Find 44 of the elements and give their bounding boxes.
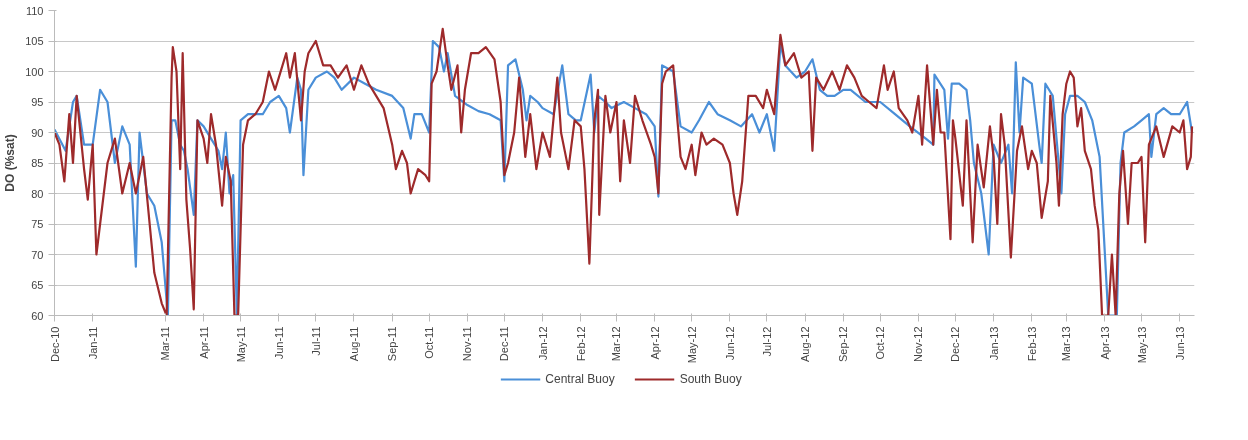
x-tick-label: Mar-11 [159,326,172,361]
x-tick-label: Aug-11 [347,326,360,362]
x-tick-label: Jan-11 [86,326,99,360]
x-tick-label: Oct-11 [423,326,436,359]
y-tick-label: 110 [25,4,44,17]
x-tick-label: May-11 [234,326,247,363]
y-tick-label: 60 [31,309,44,322]
y-tick-label: 105 [25,35,44,47]
x-tick-label: Apr-12 [648,326,661,360]
x-tick-label: Jun-12 [723,326,736,361]
x-tick-label: Dec-11 [498,326,511,362]
y-tick-label: 95 [31,96,44,108]
x-tick-label: May-13 [1135,326,1148,364]
x-tick-label: Dec-10 [48,326,61,362]
y-tick-label: 90 [31,126,44,139]
x-tick-label: Dec-12 [949,326,962,362]
x-tick-label: Aug-12 [799,326,812,362]
x-tick-label: Jun-11 [272,326,285,360]
x-tick-label: Apr-11 [197,326,210,359]
x-tick-label: Jul-12 [760,326,773,357]
y-tick-label: 65 [31,279,44,291]
y-tick-label: 75 [31,218,44,230]
x-tick-label: Sep-12 [837,326,850,362]
x-tick-label: Nov-12 [912,326,925,362]
y-tick-label: 70 [31,248,44,261]
x-tick-label: Feb-13 [1025,326,1038,362]
y-axis-title: DO (%sat) [3,134,18,192]
x-tick-label: Feb-12 [574,326,587,362]
x-tick-label: Jun-13 [1173,326,1186,361]
legend-label: Central Buoy [545,372,615,386]
x-tick-label: Apr-13 [1098,326,1111,360]
y-tick-label: 80 [31,187,44,200]
x-tick-label: Mar-12 [610,326,623,362]
x-tick-label: Jan-12 [536,326,549,361]
x-tick-label: Jan-13 [987,326,1000,361]
x-tick-label: Mar-13 [1060,326,1073,362]
y-tick-label: 85 [31,157,44,169]
x-tick-label: Jul-11 [309,326,322,356]
x-tick-label: Nov-11 [461,326,474,362]
x-tick-label: Oct-12 [874,326,887,360]
legend-label: South Buoy [679,372,742,386]
x-tick-label: Sep-11 [386,326,399,362]
y-tick-label: 100 [25,65,44,78]
x-tick-label: May-12 [685,326,698,364]
